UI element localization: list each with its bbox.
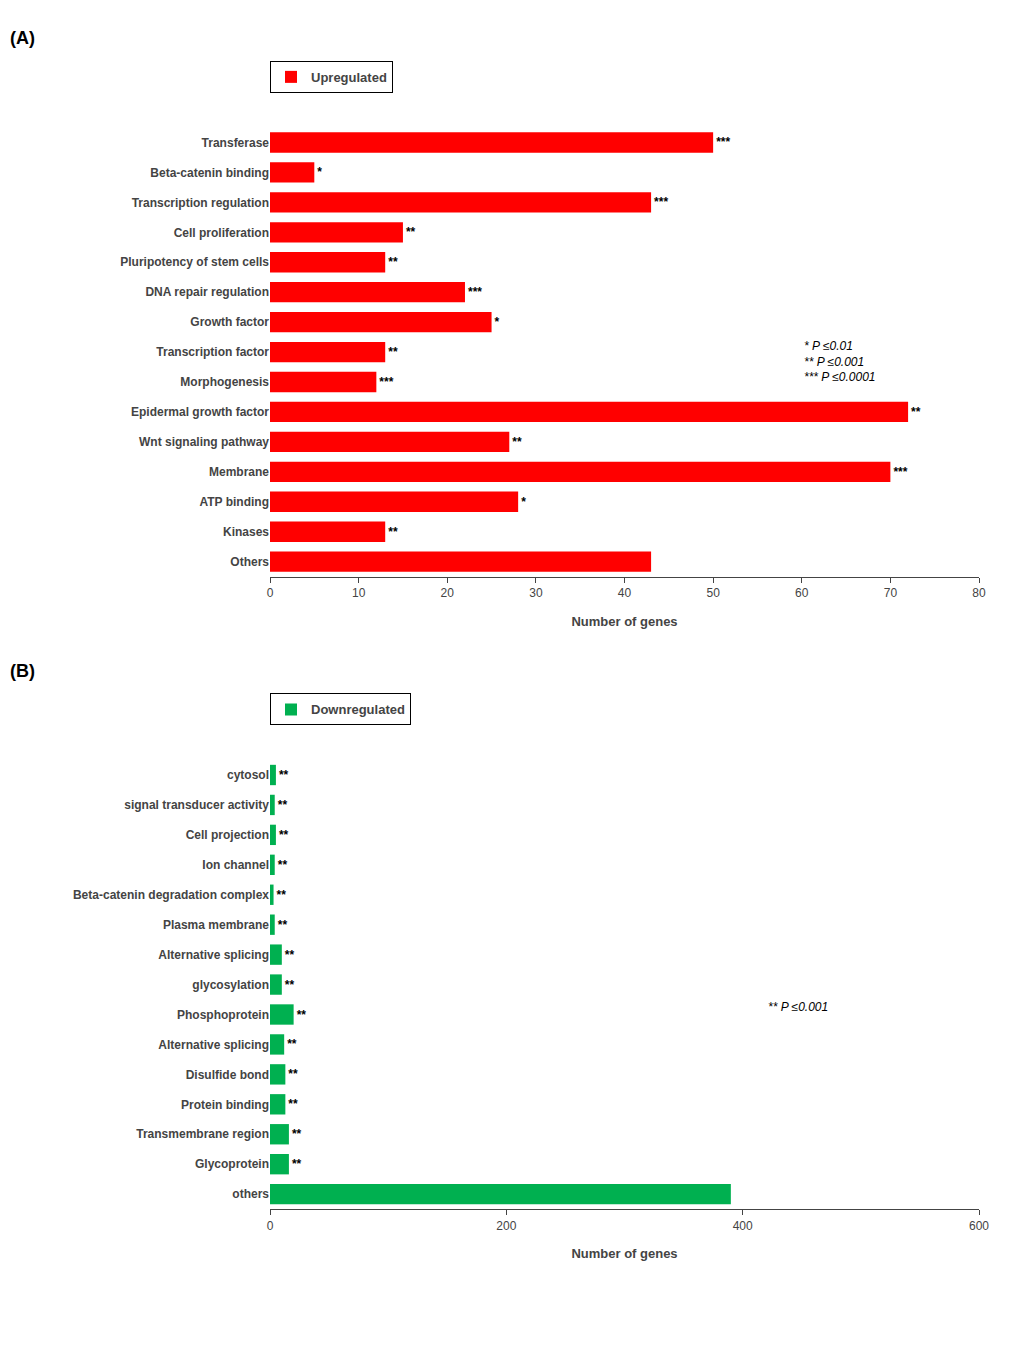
svg-text:Morphogenesis: Morphogenesis [180,375,269,389]
svg-text:Transcription regulation: Transcription regulation [132,196,269,210]
svg-text:cytosol: cytosol [227,768,269,782]
svg-text:**: ** [512,435,522,449]
svg-text:**: ** [292,1127,302,1141]
svg-text:(B): (B) [10,661,35,681]
svg-text:40: 40 [618,586,632,600]
svg-text:**: ** [292,1157,302,1171]
svg-text:Epidermal growth factor: Epidermal growth factor [131,405,269,419]
svg-text:Plasma membrane: Plasma membrane [163,918,269,932]
svg-text:**: ** [388,345,398,359]
svg-text:Cell projection: Cell projection [186,828,269,842]
svg-text:80: 80 [972,586,986,600]
svg-text:Downregulated: Downregulated [311,702,405,717]
svg-text:20: 20 [441,586,455,600]
svg-text:Glycoprotein: Glycoprotein [195,1157,269,1171]
svg-text:Number of genes: Number of genes [571,1246,677,1261]
svg-text:**: ** [388,525,398,539]
svg-text:Kinases: Kinases [223,525,269,539]
svg-text:**: ** [279,768,289,782]
svg-text:**: ** [277,888,287,902]
svg-text:others: others [232,1187,269,1201]
svg-text:200: 200 [496,1219,516,1233]
svg-text:Transmembrane region: Transmembrane region [136,1127,269,1141]
svg-text:0: 0 [267,1219,274,1233]
svg-text:50: 50 [706,586,720,600]
svg-text:***: *** [379,375,393,389]
svg-text:**: ** [287,1037,297,1051]
svg-text:**: ** [278,798,288,812]
svg-text:Pluripotency of stem cells: Pluripotency of stem cells [120,255,269,269]
svg-text:Growth factor: Growth factor [190,315,269,329]
svg-text:Others: Others [230,555,269,569]
svg-text:30: 30 [529,586,543,600]
svg-text:Ion channel: Ion channel [202,858,269,872]
svg-text:10: 10 [352,586,366,600]
svg-text:*: * [495,315,500,329]
svg-text:Cell proliferation: Cell proliferation [174,226,269,240]
svg-text:**: ** [388,255,398,269]
svg-text:***: *** [893,465,907,479]
svg-text:Beta-catenin binding: Beta-catenin binding [150,166,269,180]
svg-text:**: ** [297,1008,307,1022]
svg-text:*: * [521,495,526,509]
svg-text:**: ** [278,858,288,872]
svg-text:Number of genes: Number of genes [571,614,677,629]
svg-text:**: ** [288,1097,298,1111]
svg-text:**: ** [406,225,416,239]
svg-text:70: 70 [884,586,898,600]
svg-text:Transferase: Transferase [202,136,270,150]
svg-text:60: 60 [795,586,809,600]
svg-text:Beta-catenin degradation compl: Beta-catenin degradation complex [73,888,269,902]
svg-text:400: 400 [733,1219,753,1233]
svg-text:signal transducer activity: signal transducer activity [124,798,269,812]
svg-text:***: *** [468,285,482,299]
svg-text:ATP binding: ATP binding [199,495,269,509]
svg-text:**: ** [911,405,921,419]
svg-text:Upregulated: Upregulated [311,70,387,85]
svg-text:Membrane: Membrane [209,465,269,479]
svg-text:Disulfide bond: Disulfide bond [186,1068,269,1082]
svg-text:***: *** [716,135,730,149]
svg-text:*: * [317,165,322,179]
svg-text:**: ** [279,828,289,842]
svg-text:**: ** [285,948,295,962]
svg-text:0: 0 [267,586,274,600]
svg-text:**: ** [285,978,295,992]
svg-text:* P ≤0.01** P ≤0.001*** P ≤0.0: * P ≤0.01** P ≤0.001*** P ≤0.0001 [804,339,876,384]
svg-text:***: *** [654,195,668,209]
svg-text:** P ≤0.001: ** P ≤0.001 [768,1000,828,1014]
svg-text:Alternative splicing: Alternative splicing [158,948,269,962]
svg-text:Protein binding: Protein binding [181,1098,269,1112]
svg-text:**: ** [278,918,288,932]
svg-text:glycosylation: glycosylation [192,978,269,992]
svg-text:Transcription factor: Transcription factor [156,345,269,359]
svg-text:DNA repair regulation: DNA repair regulation [145,285,269,299]
svg-text:Alternative splicing: Alternative splicing [158,1038,269,1052]
svg-text:Wnt signaling pathway: Wnt signaling pathway [139,435,269,449]
svg-text:(A): (A) [10,28,35,48]
svg-text:**: ** [288,1067,298,1081]
svg-text:Phosphoprotein: Phosphoprotein [177,1008,269,1022]
svg-text:600: 600 [969,1219,989,1233]
